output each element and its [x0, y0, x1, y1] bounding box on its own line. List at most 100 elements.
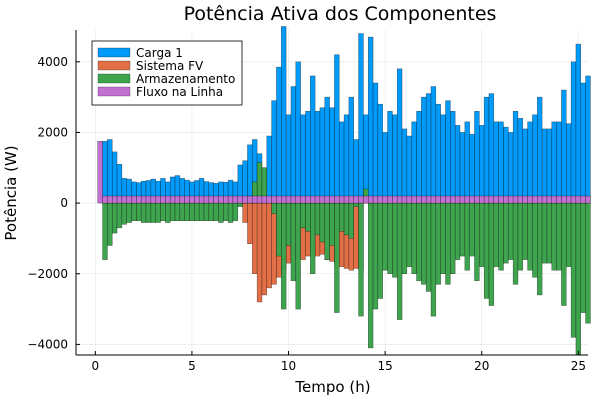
- bar: [503, 195, 509, 204]
- bar: [97, 141, 103, 204]
- bar: [160, 202, 166, 222]
- bar: [150, 202, 156, 223]
- bar: [454, 195, 461, 204]
- bar: [223, 195, 229, 204]
- bar: [107, 195, 113, 204]
- y-tick-label: −2000: [27, 267, 68, 281]
- bar: [305, 111, 311, 204]
- bar: [372, 202, 379, 310]
- bar: [111, 195, 118, 204]
- y-tick-label: 0: [60, 196, 68, 210]
- bar: [256, 195, 263, 204]
- bar: [107, 202, 113, 246]
- bar: [126, 195, 132, 204]
- bar: [261, 202, 268, 296]
- legend-label: Fluxo na Linha: [136, 85, 223, 99]
- chart-title: Potência Ativa dos Componentes: [184, 3, 497, 25]
- bar: [411, 195, 417, 204]
- bar: [445, 202, 451, 285]
- bar: [512, 111, 519, 204]
- series-carga-1: [102, 26, 591, 204]
- bar: [445, 100, 451, 204]
- bar: [561, 202, 567, 306]
- bar: [367, 36, 374, 204]
- bar: [401, 202, 408, 275]
- bar: [247, 144, 253, 204]
- bar: [314, 202, 321, 236]
- bar: [324, 202, 330, 260]
- bar: [387, 195, 393, 204]
- bar: [387, 202, 393, 275]
- bar: [174, 195, 181, 204]
- bar: [425, 195, 432, 204]
- y-tick-label: −4000: [27, 337, 68, 351]
- bar: [116, 195, 123, 204]
- bar: [570, 202, 577, 338]
- bar: [343, 114, 350, 204]
- bar: [430, 195, 437, 204]
- bar: [319, 107, 326, 204]
- bar: [353, 139, 359, 204]
- bar: [252, 202, 258, 275]
- bar: [556, 121, 562, 204]
- bar: [126, 202, 132, 223]
- bar: [329, 202, 335, 246]
- bar: [218, 195, 224, 204]
- bar: [392, 202, 398, 278]
- bar: [271, 195, 277, 204]
- bar: [406, 195, 412, 204]
- bar: [343, 195, 350, 204]
- bar: [464, 202, 470, 271]
- bar: [348, 195, 354, 204]
- bar: [425, 202, 432, 292]
- bar: [348, 96, 354, 204]
- bar: [107, 139, 113, 204]
- bar: [537, 96, 543, 204]
- bar: [508, 202, 514, 260]
- bar: [411, 121, 417, 204]
- bar: [392, 114, 398, 204]
- bar: [580, 82, 586, 204]
- x-tick-label: 5: [188, 359, 196, 373]
- bar: [493, 202, 499, 267]
- legend-swatch: [97, 60, 131, 71]
- series-armazenamento: [102, 162, 591, 356]
- bar: [522, 195, 528, 204]
- bar: [450, 202, 456, 275]
- bar: [479, 125, 485, 204]
- bar: [310, 195, 316, 204]
- bar: [334, 54, 340, 204]
- bar: [566, 202, 572, 267]
- bar: [377, 195, 383, 204]
- bar: [508, 195, 514, 204]
- bar: [242, 195, 248, 204]
- bar: [242, 202, 248, 223]
- bar: [522, 202, 528, 260]
- bar: [266, 135, 272, 204]
- bar: [566, 123, 572, 204]
- bar: [541, 195, 548, 204]
- bar: [401, 128, 408, 204]
- bar: [459, 202, 466, 257]
- bar: [450, 195, 456, 204]
- bar: [517, 118, 524, 204]
- bar: [474, 111, 480, 204]
- bar: [281, 26, 287, 204]
- bar: [208, 195, 214, 204]
- bar: [271, 202, 277, 285]
- bar: [203, 202, 210, 222]
- bar: [546, 195, 553, 204]
- bar: [483, 202, 490, 299]
- y-tick-label: 4000: [37, 55, 68, 69]
- bar: [145, 195, 152, 204]
- bar: [290, 86, 297, 204]
- bar: [585, 202, 591, 324]
- bar: [198, 202, 205, 222]
- bar: [140, 195, 147, 204]
- bar: [488, 195, 495, 204]
- bar: [377, 103, 383, 204]
- bar: [421, 202, 427, 285]
- bar: [396, 202, 403, 320]
- bar: [324, 195, 330, 204]
- bar: [532, 195, 538, 204]
